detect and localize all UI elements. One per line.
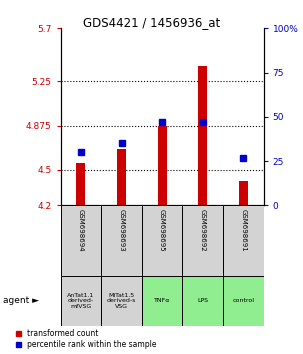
Text: TNFα: TNFα — [154, 298, 170, 303]
Bar — [117, 149, 126, 205]
Bar — [182, 205, 223, 276]
Text: GDS4421 / 1456936_at: GDS4421 / 1456936_at — [83, 16, 220, 29]
Bar — [158, 126, 167, 205]
Bar — [223, 205, 264, 276]
Bar — [76, 163, 85, 205]
Bar — [142, 205, 182, 276]
Bar — [61, 205, 101, 276]
Bar — [182, 276, 223, 326]
Legend: transformed count, percentile rank within the sample: transformed count, percentile rank withi… — [16, 330, 157, 349]
Bar — [101, 205, 142, 276]
Text: GSM698691: GSM698691 — [240, 209, 246, 252]
Text: GSM698692: GSM698692 — [200, 209, 206, 251]
Text: control: control — [232, 298, 254, 303]
Bar — [198, 66, 207, 205]
Text: GSM698695: GSM698695 — [159, 209, 165, 251]
Text: LPS: LPS — [197, 298, 208, 303]
Bar — [61, 276, 101, 326]
Text: AnTat1.1
derived-
mfVSG: AnTat1.1 derived- mfVSG — [67, 293, 95, 309]
Bar — [239, 181, 248, 205]
Bar — [101, 276, 142, 326]
Text: MiTat1.5
derived-s
VSG: MiTat1.5 derived-s VSG — [107, 293, 136, 309]
Text: GSM698694: GSM698694 — [78, 209, 84, 251]
Text: agent ►: agent ► — [3, 296, 39, 306]
Bar — [223, 276, 264, 326]
Text: GSM698693: GSM698693 — [118, 209, 125, 252]
Bar — [142, 276, 182, 326]
